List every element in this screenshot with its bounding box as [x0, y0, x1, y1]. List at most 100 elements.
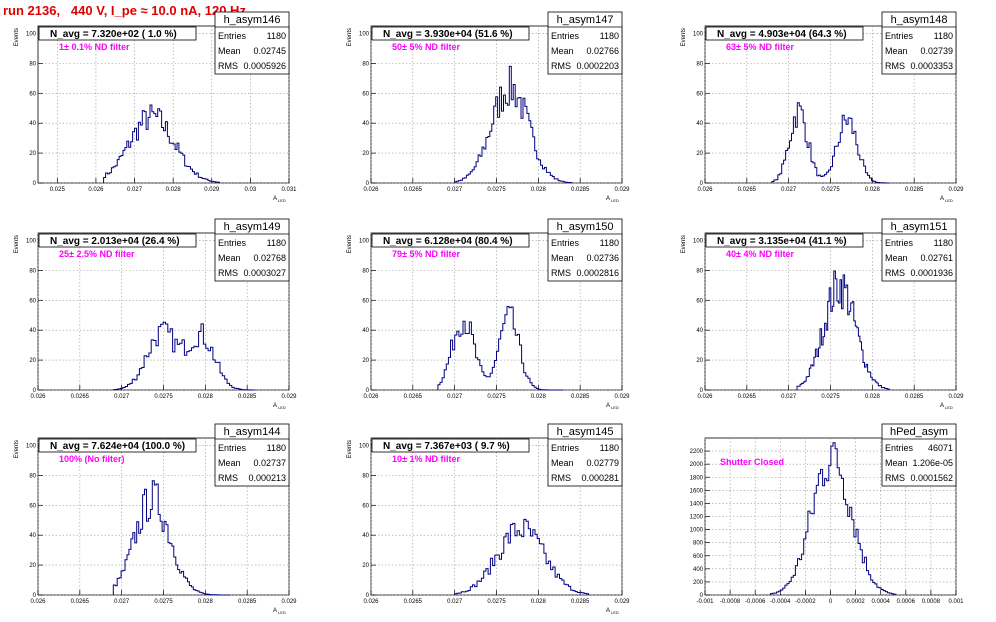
navg-title: N_avg = 2.013e+04 (26.4 %) — [50, 236, 180, 247]
x-tick-label: 0.025 — [50, 187, 66, 193]
navg-title: N_avg = 7.367e+03 ( 9.7 %) — [383, 441, 510, 452]
x-tick-label: 0.0265 — [738, 187, 757, 193]
stats-label: Entries — [885, 31, 914, 41]
stats-histogram-name: h_asym147 — [557, 14, 614, 26]
navg-title-box — [38, 26, 197, 41]
navg-title-box — [371, 233, 530, 248]
histogram-line — [437, 306, 564, 391]
y-tick-label: 20 — [696, 151, 703, 157]
y-tick-label: 60 — [29, 91, 36, 97]
stats-label: RMS — [551, 268, 571, 278]
y-tick-label: 100 — [26, 443, 37, 449]
histogram-panel-h_asym151: 0.026 0.0265 0.027 0.0275 0.028 0.0285 0.029 0 2… — [681, 218, 964, 410]
stats-histogram-name: h_asym146 — [224, 14, 281, 26]
x-tick-label: 0.0265 — [404, 394, 423, 400]
histogram-panel-h_asym146: 0.025 0.026 0.027 0.028 0.029 0.03 0.031 0 20 40 6… — [14, 11, 297, 203]
x-axis-label: A — [606, 196, 610, 202]
y-tick-label: 40 — [362, 533, 369, 539]
filter-annotation: 1± 0.1% ND filter — [59, 42, 130, 52]
x-tick-label: -0.0002 — [795, 599, 816, 605]
histogram-panel-h_asym144: 0.026 0.0265 0.027 0.0275 0.028 0.0285 0.029 0 2… — [14, 423, 297, 615]
x-axis-label: A — [940, 196, 944, 202]
x-tick-label: 0.0265 — [404, 599, 423, 605]
stats-box — [547, 218, 623, 282]
y-tick-label: 40 — [29, 328, 36, 334]
y-axis-label: Events — [681, 235, 687, 253]
y-tick-label: 40 — [29, 533, 36, 539]
stats-box — [881, 423, 957, 487]
x-tick-label: 0.029 — [281, 394, 297, 400]
x-tick-label: 0.031 — [281, 187, 297, 193]
y-axis-label: Events — [681, 28, 687, 46]
y-tick-label: 20 — [362, 151, 369, 157]
stats-label: RMS — [885, 268, 905, 278]
y-tick-label: 0 — [366, 388, 370, 394]
stats-histogram-name: hPed_asym — [890, 426, 948, 438]
y-tick-label: 20 — [29, 151, 36, 157]
y-axis-label: Events — [14, 28, 20, 46]
stats-label: Entries — [551, 238, 580, 248]
y-tick-label: 40 — [696, 121, 703, 127]
y-tick-label: 800 — [693, 541, 704, 547]
x-axis-label: A — [606, 403, 610, 409]
stats-value: 0.02736 — [586, 253, 619, 263]
x-tick-label: 0.027 — [114, 394, 130, 400]
stats-value: 0.0001562 — [910, 473, 953, 483]
y-axis-label: Events — [14, 235, 20, 253]
stats-label: RMS — [885, 473, 905, 483]
x-tick-label: 0.027 — [781, 394, 797, 400]
x-tick-label: 0.0265 — [71, 599, 90, 605]
stats-histogram-name: h_asym150 — [557, 221, 614, 233]
x-tick-label: 0.029 — [948, 187, 964, 193]
stats-histogram-name: h_asym145 — [557, 426, 614, 438]
x-tick-label: 0.0285 — [571, 187, 590, 193]
x-tick-label: 0.0285 — [905, 187, 924, 193]
x-axis-label: A — [940, 403, 944, 409]
x-tick-label: 0.027 — [127, 187, 143, 193]
stats-label: Mean — [885, 46, 908, 56]
stats-value: 1180 — [934, 31, 953, 41]
stats-label: Entries — [551, 443, 580, 453]
stats-label: Mean — [218, 253, 241, 263]
filter-annotation: 40± 4% ND filter — [726, 249, 794, 259]
stats-value: 0.0005926 — [243, 61, 286, 71]
x-tick-label: 0 — [829, 599, 833, 605]
x-axis-label: A — [273, 403, 277, 409]
stats-label: Entries — [218, 443, 247, 453]
x-tick-label: 0.028 — [531, 599, 547, 605]
y-tick-label: 40 — [362, 328, 369, 334]
x-tick-label: -0.0004 — [770, 599, 791, 605]
stats-label: Mean — [551, 253, 574, 263]
y-tick-label: 1800 — [690, 475, 704, 481]
x-tick-label: 0.0265 — [404, 187, 423, 193]
y-tick-label: 600 — [693, 554, 704, 560]
stats-value: 0.000281 — [581, 473, 619, 483]
navg-title: N_avg = 6.128e+04 (80.4 %) — [383, 236, 513, 247]
y-tick-label: 0 — [33, 388, 37, 394]
stats-value: 1.206e-05 — [912, 458, 953, 468]
x-tick-label: 0.027 — [447, 187, 463, 193]
y-tick-label: 100 — [359, 31, 370, 37]
y-tick-label: 20 — [29, 358, 36, 364]
y-tick-label: 100 — [26, 238, 37, 244]
x-tick-label: 0.026 — [363, 187, 379, 193]
stats-value: 0.0002203 — [576, 61, 619, 71]
filter-annotation: 100% (No filter) — [59, 454, 125, 464]
histogram-panel-h_asym147: 0.026 0.0265 0.027 0.0275 0.028 0.0285 0.029 0 2… — [347, 11, 630, 203]
y-tick-label: 80 — [696, 61, 703, 67]
histogram-panel-h_asym145: 0.026 0.0265 0.027 0.0275 0.028 0.0285 0.029 0 2… — [347, 423, 630, 615]
stats-value: 0.02768 — [253, 253, 286, 263]
y-tick-label: 400 — [693, 567, 704, 573]
stats-value: 1180 — [267, 443, 286, 453]
x-tick-label: 0.028 — [865, 187, 881, 193]
y-tick-label: 2200 — [690, 449, 704, 455]
stats-box — [881, 218, 957, 282]
stats-label: Mean — [885, 458, 908, 468]
stats-box — [214, 423, 290, 487]
histogram-panel-h_asym149: 0.026 0.0265 0.027 0.0275 0.028 0.0285 0.029 0 2… — [14, 218, 297, 410]
navg-title: N_avg = 7.320e+02 ( 1.0 %) — [50, 29, 177, 40]
histogram-line — [769, 442, 897, 595]
navg-title: N_avg = 7.624e+04 (100.0 %) — [50, 441, 185, 452]
stats-value: 0.02761 — [920, 253, 953, 263]
navg-title-box — [705, 233, 864, 248]
